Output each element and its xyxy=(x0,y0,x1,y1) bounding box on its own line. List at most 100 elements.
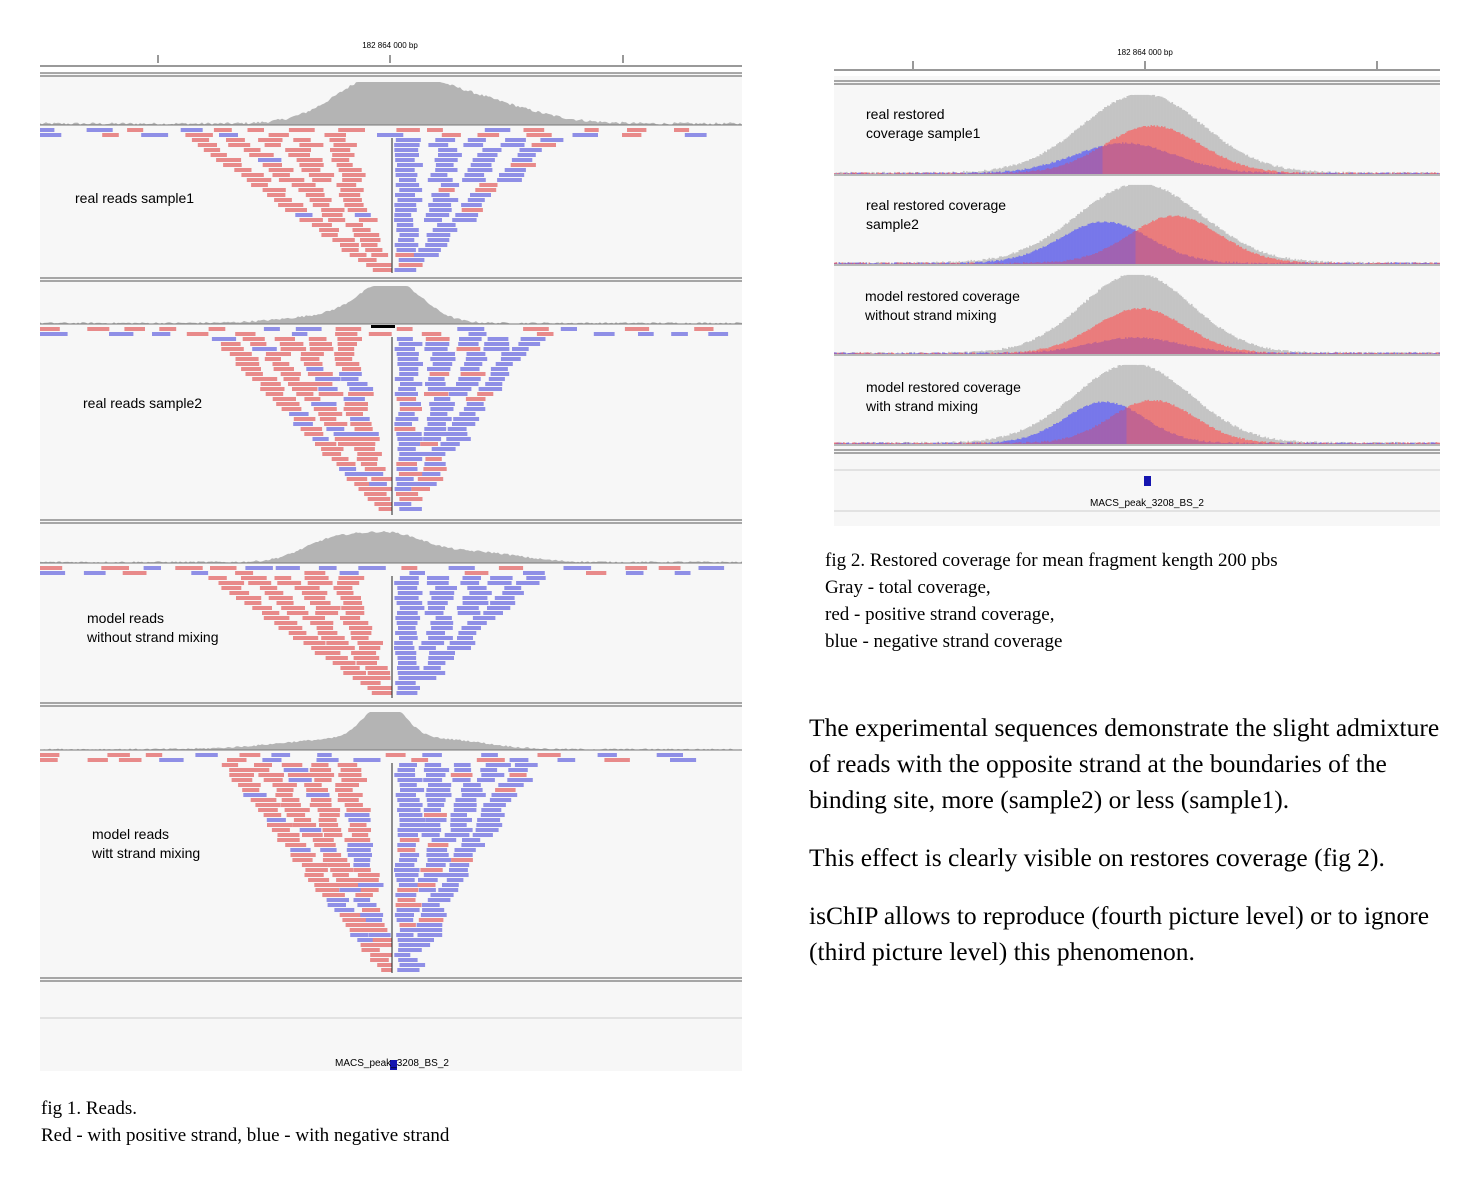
total-coverage-bar xyxy=(1207,318,1210,354)
strand-overlap-bar xyxy=(1206,349,1208,354)
strand-coverage-bar xyxy=(1351,172,1354,174)
total-coverage-bar xyxy=(1089,297,1091,354)
strand-overlap-bar xyxy=(1227,169,1229,174)
read xyxy=(301,591,328,595)
strand-coverage-bar xyxy=(981,352,983,354)
read xyxy=(427,858,452,862)
strand-coverage-bar xyxy=(1032,434,1034,444)
strand-coverage-bar xyxy=(1198,223,1201,264)
strand-coverage-bar xyxy=(1044,165,1046,174)
strand-coverage-bar xyxy=(1185,216,1187,264)
total-coverage-bar xyxy=(1066,317,1069,354)
strand-overlap-bar xyxy=(979,173,982,174)
strand-overlap-bar xyxy=(1242,171,1244,174)
figure-2-genome-browser: 182 864 000 bp MACS_peak_3208_BS_2 xyxy=(834,38,1440,512)
strand-coverage-bar xyxy=(870,263,872,264)
strand-coverage-bar xyxy=(1395,353,1397,354)
read xyxy=(395,168,415,172)
strand-overlap-bar xyxy=(1401,352,1403,354)
total-coverage-bar xyxy=(1248,343,1250,354)
strand-overlap-bar xyxy=(1048,351,1051,354)
strand-coverage-bar xyxy=(1122,311,1124,354)
strand-overlap-bar xyxy=(1197,257,1199,264)
strand-overlap-bar xyxy=(1041,170,1043,174)
read xyxy=(485,763,511,767)
strand-coverage-bar xyxy=(996,260,998,264)
peak-feature-mark[interactable] xyxy=(390,1060,397,1070)
strand-overlap-bar xyxy=(886,353,889,354)
strand-overlap-bar xyxy=(847,262,850,264)
read xyxy=(423,808,441,812)
strand-coverage-bar xyxy=(1014,171,1016,174)
figure-1-reads-panel: 182 864 000 bp MACS_peak_3208_BS_2 real … xyxy=(40,35,742,1071)
strand-overlap-bar xyxy=(1255,352,1258,354)
read xyxy=(396,327,413,331)
strand-coverage-bar xyxy=(921,172,923,174)
total-coverage-bar xyxy=(1189,304,1192,354)
strand-coverage-bar xyxy=(1234,348,1237,354)
read xyxy=(360,238,381,242)
strand-coverage-bar xyxy=(1177,132,1180,174)
strand-coverage-bar xyxy=(873,263,875,264)
strand-overlap-bar xyxy=(1146,235,1148,264)
strand-coverage-bar xyxy=(1059,344,1061,354)
strand-overlap-bar xyxy=(925,172,928,174)
strand-overlap-bar xyxy=(1177,252,1180,264)
read xyxy=(638,332,654,336)
strand-overlap-bar xyxy=(1270,172,1273,174)
read xyxy=(277,581,302,585)
strand-coverage-bar xyxy=(1195,220,1198,264)
strand-coverage-bar xyxy=(924,263,926,264)
strand-coverage-bar xyxy=(1006,258,1009,264)
strand-overlap-bar xyxy=(1408,352,1411,354)
strand-overlap-bar xyxy=(1030,352,1033,354)
read xyxy=(430,412,448,416)
strand-overlap-bar xyxy=(1365,352,1367,354)
total-coverage-bar xyxy=(1290,169,1292,174)
strand-overlap-bar xyxy=(1306,262,1309,264)
read xyxy=(343,621,369,625)
read xyxy=(423,778,443,782)
strand-overlap-bar xyxy=(1191,256,1193,264)
read xyxy=(40,327,60,331)
strand-coverage-bar xyxy=(1149,308,1151,354)
read xyxy=(309,803,332,807)
total-coverage-bar xyxy=(894,171,896,174)
strand-overlap-bar xyxy=(1296,173,1298,174)
strand-coverage-bar xyxy=(1336,262,1339,264)
total-coverage-bar xyxy=(985,170,988,174)
strand-overlap-bar xyxy=(856,173,859,174)
total-coverage-bar xyxy=(1326,261,1328,264)
strand-coverage-bar xyxy=(1002,260,1004,264)
read xyxy=(463,407,486,411)
strand-overlap-bar xyxy=(1137,143,1139,174)
total-coverage-bar xyxy=(1359,172,1361,174)
strand-coverage-bar xyxy=(1312,352,1315,354)
strand-coverage-bar xyxy=(1429,262,1432,264)
read xyxy=(341,606,365,610)
total-coverage-bar xyxy=(1062,321,1064,354)
coverage-histogram xyxy=(40,531,742,563)
strand-coverage-bar xyxy=(912,173,914,174)
read xyxy=(430,173,448,177)
read xyxy=(365,248,383,252)
strand-coverage-bar xyxy=(1195,332,1198,354)
read xyxy=(324,422,348,426)
strand-overlap-bar xyxy=(1057,349,1060,354)
read xyxy=(313,382,333,386)
total-coverage-bar xyxy=(1279,166,1282,174)
strand-coverage-bar xyxy=(973,172,976,174)
strand-coverage-bar xyxy=(865,262,868,264)
strand-coverage-bar xyxy=(1108,222,1111,264)
strand-overlap-bar xyxy=(870,443,872,444)
strand-overlap-bar xyxy=(1017,172,1019,174)
strand-coverage-bar xyxy=(1045,428,1048,444)
strand-overlap-bar xyxy=(1015,262,1018,264)
total-coverage-bar xyxy=(975,351,977,354)
strand-coverage-bar xyxy=(1428,263,1430,264)
strand-coverage-bar xyxy=(1251,252,1253,264)
read xyxy=(396,397,417,401)
strand-overlap-bar xyxy=(1185,344,1187,354)
strand-coverage-bar xyxy=(1080,334,1082,354)
strand-coverage-bar xyxy=(1029,168,1031,174)
